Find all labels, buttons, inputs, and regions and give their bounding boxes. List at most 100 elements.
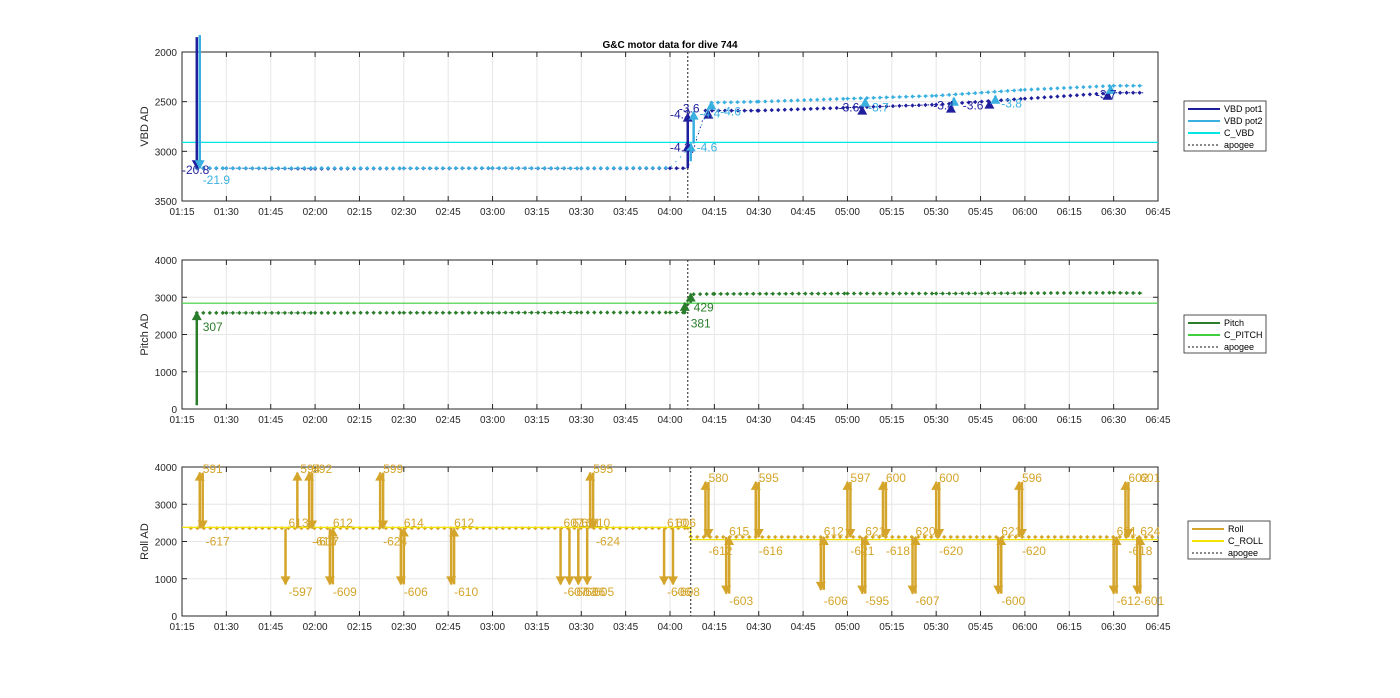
motor-move-arrow-head [860,536,871,546]
legend-label: C_PITCH [1224,330,1263,340]
data-label: -616 [759,544,783,558]
data-label: 612 [454,516,474,530]
x-tick-label: 06:00 [1012,415,1037,426]
data-point [910,291,915,296]
data-point [408,166,413,171]
data-point [744,291,749,296]
data-point [479,165,484,171]
motor-move-arrow-head [1016,529,1027,539]
data-point [1029,291,1034,296]
x-tick-label: 03:00 [480,415,505,426]
data-point [1131,83,1136,88]
data-point [821,106,826,111]
x-tick-label: 01:45 [258,207,283,218]
data-point [858,291,863,296]
data-label: 607 [564,516,584,530]
y-tick-label: 2500 [155,98,178,109]
data-point [318,525,323,531]
panel-3: 01:15 01:30 01:45 02:00 02:15 02:30 02:45 03:00… [139,462,1271,633]
data-point [611,310,616,315]
data-point [401,166,406,171]
data-point [371,166,376,171]
data-point [929,93,935,98]
x-tick-label: 04:30 [746,415,771,426]
data-point [747,534,752,540]
y-axis-label: Pitch AD [139,313,151,355]
motor-move-arrow-head [398,527,409,537]
data-point [479,310,484,315]
motor-move-arrow-head [582,576,593,586]
motor-move-arrow-head [860,97,871,107]
data-point [522,310,528,315]
x-tick-label: 03:15 [524,622,549,633]
data-point [903,103,909,108]
legend-label: C_VBD [1224,128,1255,138]
motor-move-arrow-head [685,142,696,152]
legend-label: VBD pot1 [1224,104,1263,114]
data-point [718,291,723,297]
data-point [738,291,743,296]
data-point [1118,83,1123,88]
data-point [916,94,922,99]
x-tick-label: 04:45 [791,207,816,218]
data-point [453,310,458,315]
motor-move-arrow-head [679,301,690,311]
data-point [712,291,717,297]
data-point [721,534,726,540]
data-label: 624 [1140,524,1160,538]
data-point [704,291,709,297]
data-point [208,525,213,531]
x-tick-label: 02:15 [347,207,372,218]
motor-move-arrow-head [667,576,678,586]
data-label: -620 [939,544,963,558]
data-label: 591 [203,462,223,476]
data-point [414,310,419,315]
data-point [289,165,294,171]
data-point [516,165,521,171]
data-point [667,310,673,315]
x-tick-label: 04:45 [791,622,816,633]
data-point [529,165,534,171]
data-point [1074,290,1080,296]
data-label: 595 [593,462,613,476]
data-point [253,525,258,531]
data-point [897,94,902,100]
data-point [496,310,502,315]
data-point [851,291,857,296]
data-label: -4.2 [670,108,691,122]
data-point [748,108,754,113]
data-point [397,310,402,315]
data-point [243,310,248,316]
x-tick-label: 05:30 [924,207,949,218]
x-tick-label: 02:15 [347,622,372,633]
data-point [1048,86,1054,91]
data-point [1005,291,1010,296]
data-point [1087,92,1093,97]
x-tick-label: 06:00 [1012,207,1037,218]
data-point [890,534,895,540]
motor-move-arrow-head [934,529,945,539]
data-point [815,106,820,111]
data-point [427,166,432,171]
data-point [490,165,495,171]
legend-label: Pitch [1224,318,1244,328]
data-point [263,310,268,316]
data-point [592,166,597,171]
data-point [555,166,560,171]
data-point [1137,290,1142,296]
data-point [295,310,300,316]
data-point [897,103,902,109]
data-label: -597 [288,585,312,599]
y-tick-label: 2000 [155,331,178,342]
data-point [773,534,778,540]
data-point [637,310,642,315]
data-point [940,93,945,98]
data-point [979,291,984,296]
legend-label: VBD pot2 [1224,116,1263,126]
data-point [332,310,337,315]
data-label: -607 [564,585,588,599]
data-point [256,166,261,171]
data-label: 596 [1022,471,1042,485]
data-point [934,291,939,296]
data-point [276,310,281,316]
